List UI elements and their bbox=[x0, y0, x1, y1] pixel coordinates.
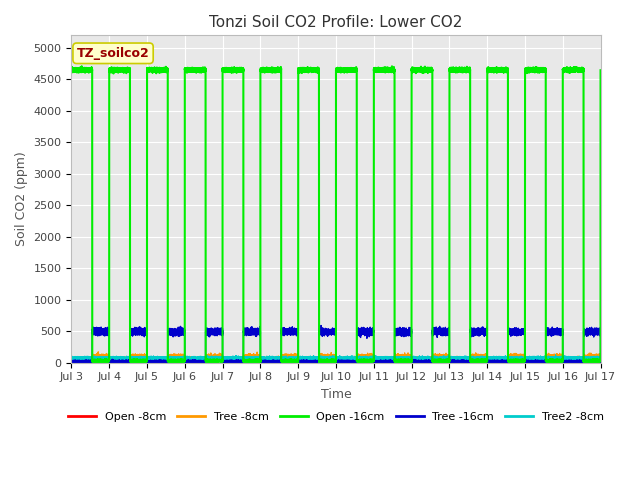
Open -8cm bbox=[596, 359, 604, 364]
Tree -16cm bbox=[94, 329, 102, 335]
Tree2 -8cm bbox=[521, 357, 529, 363]
Tree2 -8cm bbox=[492, 355, 499, 360]
Open -16cm bbox=[521, 68, 529, 73]
Tree2 -8cm bbox=[317, 354, 325, 360]
Open -8cm bbox=[193, 360, 200, 365]
Open -8cm bbox=[521, 357, 529, 363]
Line: Open -8cm: Open -8cm bbox=[72, 355, 600, 362]
Tree -16cm bbox=[492, 358, 499, 364]
Y-axis label: Soil CO2 (ppm): Soil CO2 (ppm) bbox=[15, 152, 28, 246]
Tree2 -8cm bbox=[68, 356, 76, 361]
Legend: Open -8cm, Tree -8cm, Open -16cm, Tree -16cm, Tree2 -8cm: Open -8cm, Tree -8cm, Open -16cm, Tree -… bbox=[63, 408, 609, 426]
Open -16cm bbox=[195, 67, 202, 72]
Tree2 -8cm bbox=[149, 355, 157, 360]
Open -16cm bbox=[68, 67, 76, 73]
Tree -16cm bbox=[317, 327, 325, 333]
Open -8cm bbox=[492, 358, 499, 364]
X-axis label: Time: Time bbox=[321, 388, 351, 401]
Tree -16cm bbox=[68, 360, 76, 365]
Title: Tonzi Soil CO2 Profile: Lower CO2: Tonzi Soil CO2 Profile: Lower CO2 bbox=[209, 15, 463, 30]
Tree -8cm bbox=[195, 354, 202, 360]
Tree2 -8cm bbox=[596, 356, 604, 362]
Tree -8cm bbox=[483, 359, 491, 365]
Tree -8cm bbox=[317, 356, 325, 362]
Open -8cm bbox=[317, 356, 325, 362]
Tree2 -8cm bbox=[552, 352, 559, 358]
Tree -8cm bbox=[68, 356, 76, 362]
Tree2 -8cm bbox=[195, 354, 202, 360]
Open -8cm bbox=[195, 357, 202, 362]
Open -8cm bbox=[149, 357, 157, 363]
Tree -16cm bbox=[317, 323, 325, 328]
Line: Tree2 -8cm: Tree2 -8cm bbox=[72, 355, 600, 361]
Open -16cm bbox=[149, 66, 157, 72]
Tree -16cm bbox=[149, 360, 157, 365]
Tree -8cm bbox=[521, 354, 529, 360]
Open -16cm bbox=[596, 67, 604, 73]
Line: Open -16cm: Open -16cm bbox=[72, 66, 600, 362]
Open -16cm bbox=[78, 63, 86, 69]
Line: Tree -16cm: Tree -16cm bbox=[72, 325, 600, 362]
Tree2 -8cm bbox=[516, 358, 524, 364]
Open -8cm bbox=[94, 356, 102, 361]
Open -16cm bbox=[180, 360, 188, 365]
Tree -16cm bbox=[521, 360, 529, 365]
Text: TZ_soilco2: TZ_soilco2 bbox=[77, 47, 150, 60]
Open -16cm bbox=[94, 358, 102, 364]
Open -8cm bbox=[68, 356, 76, 362]
Tree -8cm bbox=[492, 357, 499, 362]
Open -8cm bbox=[549, 352, 557, 358]
Tree -8cm bbox=[596, 356, 604, 361]
Tree2 -8cm bbox=[94, 355, 102, 361]
Open -16cm bbox=[492, 67, 499, 73]
Line: Tree -8cm: Tree -8cm bbox=[72, 352, 600, 362]
Tree -8cm bbox=[94, 354, 102, 360]
Tree -16cm bbox=[596, 360, 604, 365]
Tree -16cm bbox=[195, 358, 202, 364]
Tree -8cm bbox=[149, 356, 157, 361]
Tree -8cm bbox=[94, 349, 102, 355]
Tree -16cm bbox=[68, 359, 76, 364]
Open -16cm bbox=[317, 358, 325, 364]
